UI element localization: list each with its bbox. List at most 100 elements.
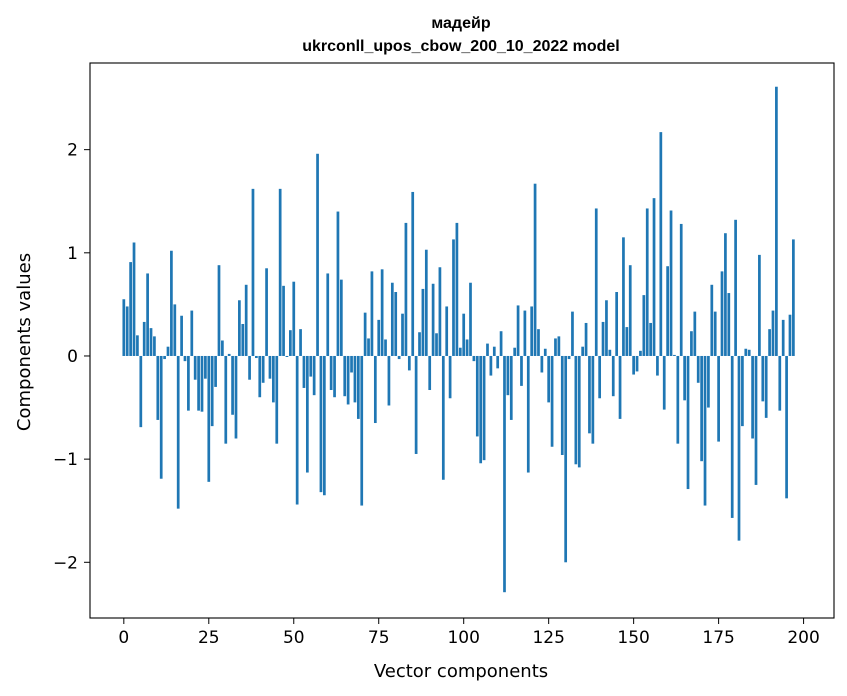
bar-15 <box>173 304 177 356</box>
bar-117 <box>520 355 523 386</box>
bar-125 <box>547 355 551 403</box>
bar-98 <box>455 222 459 356</box>
bar-121 <box>533 183 537 356</box>
bar-74 <box>373 355 377 424</box>
bar-12 <box>163 355 166 360</box>
bar-103 <box>472 355 476 362</box>
bar-157 <box>656 355 659 376</box>
bar-96 <box>448 355 452 399</box>
bar-162 <box>673 354 676 356</box>
bar-2 <box>129 262 132 356</box>
y-tick-label-1: −1 <box>53 450 78 470</box>
plot-frame <box>89 62 835 619</box>
bar-37 <box>248 355 251 380</box>
bar-102 <box>469 282 472 356</box>
bar-178 <box>727 293 731 356</box>
bar-23 <box>200 355 204 412</box>
bar-132 <box>571 311 574 356</box>
x-tick-label-50: 50 <box>283 628 305 648</box>
bar-73 <box>370 271 374 356</box>
bar-36 <box>244 284 248 356</box>
bar-135 <box>581 346 585 356</box>
bar-114 <box>509 355 513 420</box>
bar-6 <box>142 321 146 356</box>
y-axis-label: Components values <box>14 253 35 431</box>
bar-153 <box>642 295 646 356</box>
bar-97 <box>452 239 455 356</box>
bar-195 <box>785 355 788 499</box>
bar-164 <box>679 223 683 356</box>
bar-87 <box>418 332 421 356</box>
bars-group <box>122 86 795 593</box>
bar-66 <box>346 355 350 405</box>
bar-57 <box>316 153 319 356</box>
bar-29 <box>221 340 224 356</box>
bar-193 <box>778 355 782 411</box>
bar-39 <box>255 355 258 359</box>
bar-53 <box>302 355 306 388</box>
bar-38 <box>251 188 255 356</box>
bar-18 <box>183 355 187 362</box>
bar-172 <box>707 355 710 408</box>
bar-183 <box>744 348 748 356</box>
bar-137 <box>588 355 591 434</box>
bar-160 <box>666 266 669 356</box>
bar-81 <box>397 355 401 360</box>
bar-9 <box>153 336 156 356</box>
x-tick-label-125: 125 <box>532 628 564 648</box>
bar-43 <box>268 355 272 379</box>
bar-80 <box>394 292 398 356</box>
bar-122 <box>537 329 540 356</box>
bar-31 <box>227 353 231 356</box>
bar-71 <box>363 312 367 356</box>
bar-106 <box>482 355 486 461</box>
bar-30 <box>224 355 228 444</box>
bar-197 <box>792 239 795 356</box>
bar-141 <box>601 321 605 356</box>
bar-33 <box>234 355 238 439</box>
bar-82 <box>401 313 404 356</box>
bar-133 <box>574 355 578 465</box>
bar-65 <box>343 355 347 397</box>
bar-61 <box>329 355 333 391</box>
bar-179 <box>730 355 734 518</box>
chart-title-line1: мадейр <box>431 15 490 32</box>
bar-134 <box>577 355 581 468</box>
bar-174 <box>713 311 717 356</box>
bar-129 <box>560 355 564 455</box>
bar-188 <box>761 355 765 402</box>
bar-113 <box>506 355 510 396</box>
bar-175 <box>717 355 720 442</box>
bar-149 <box>628 265 632 356</box>
bar-1 <box>125 306 129 356</box>
bar-104 <box>475 355 479 437</box>
bar-56 <box>312 355 316 396</box>
bar-116 <box>516 305 520 356</box>
bar-111 <box>499 331 503 356</box>
bar-107 <box>486 343 489 356</box>
bar-68 <box>353 355 357 403</box>
bar-181 <box>737 355 741 541</box>
bar-136 <box>584 322 588 356</box>
bar-60 <box>326 273 330 356</box>
x-tick-label-150: 150 <box>617 628 649 648</box>
bar-124 <box>543 348 547 356</box>
bar-189 <box>764 355 768 418</box>
bar-142 <box>605 300 608 356</box>
bar-192 <box>775 86 778 356</box>
bar-44 <box>272 355 275 403</box>
bar-77 <box>384 339 387 356</box>
bar-58 <box>319 355 323 493</box>
bar-8 <box>149 328 153 356</box>
bar-186 <box>754 355 758 485</box>
bar-70 <box>360 355 364 506</box>
bar-123 <box>540 355 544 373</box>
bar-14 <box>170 250 173 356</box>
y-tick-label-2: 0 <box>67 347 78 367</box>
bar-159 <box>662 355 666 410</box>
bar-48 <box>285 355 289 357</box>
bar-21 <box>193 355 197 380</box>
bar-95 <box>445 306 449 356</box>
bar-152 <box>639 350 642 356</box>
bar-146 <box>618 355 622 419</box>
